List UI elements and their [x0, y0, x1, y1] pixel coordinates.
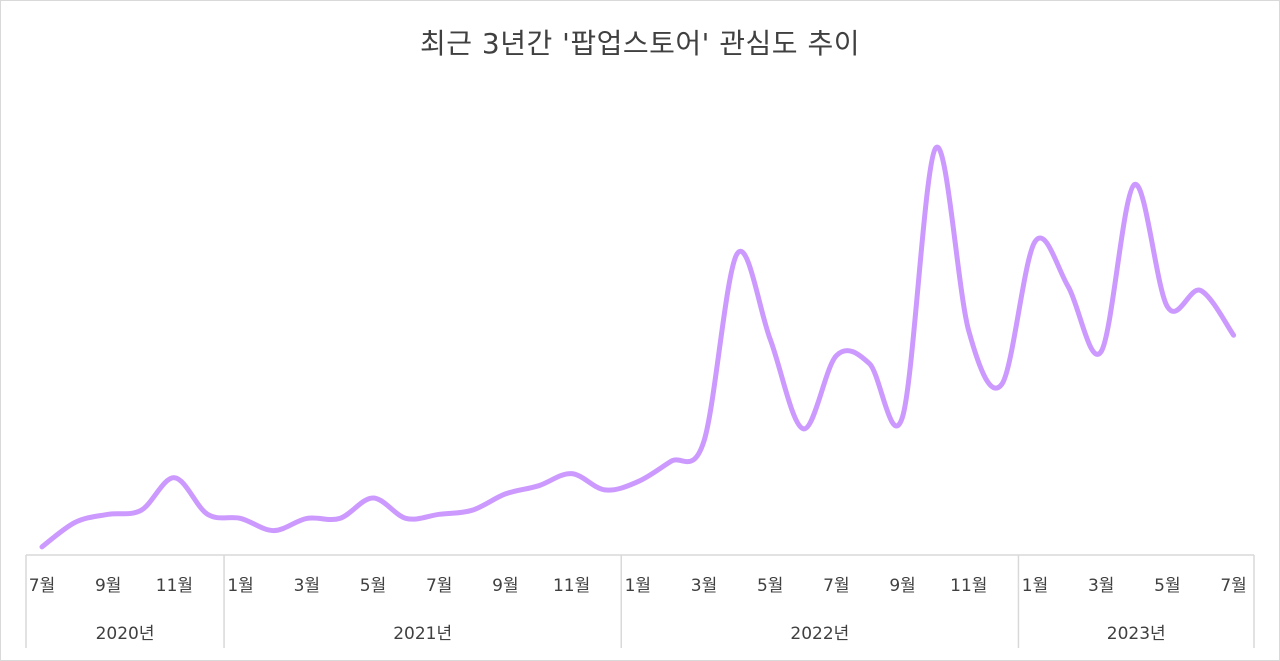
year-group-label: 2023년 — [1106, 624, 1166, 644]
month-tick-label: 7월 — [28, 576, 56, 596]
month-tick-label: 3월 — [1087, 576, 1115, 596]
month-tick-label: 1월 — [624, 576, 652, 596]
month-tick-label: 5월 — [359, 576, 387, 596]
month-tick-label: 11월 — [552, 576, 591, 596]
month-tick-label: 7월 — [425, 576, 453, 596]
month-tick-label: 7월 — [823, 576, 850, 596]
year-group-label: 2022년 — [790, 624, 850, 644]
month-tick-label: 11월 — [950, 576, 988, 596]
month-tick-label: 7월 — [1220, 576, 1247, 596]
month-tick-label: 9월 — [492, 576, 519, 596]
year-group-label: 2021년 — [393, 624, 453, 644]
month-tick-label: 5월 — [756, 576, 784, 596]
month-tick-label: 1월 — [1021, 576, 1049, 596]
month-tick-label: 9월 — [889, 576, 916, 596]
interest-trend-line — [39, 144, 1237, 550]
month-tick-label: 9월 — [94, 576, 122, 596]
month-tick-label: 11월 — [155, 576, 194, 596]
month-tick-label: 3월 — [690, 576, 718, 596]
month-tick-label: 1월 — [227, 576, 254, 596]
month-tick-label: 5월 — [1154, 576, 1181, 596]
chart-title: 최근 3년간 '팝업스토어' 관심도 추이 — [420, 27, 860, 60]
year-group-label: 2020년 — [95, 624, 155, 644]
month-tick-label: 3월 — [293, 576, 321, 596]
category-axis — [25, 554, 1255, 648]
